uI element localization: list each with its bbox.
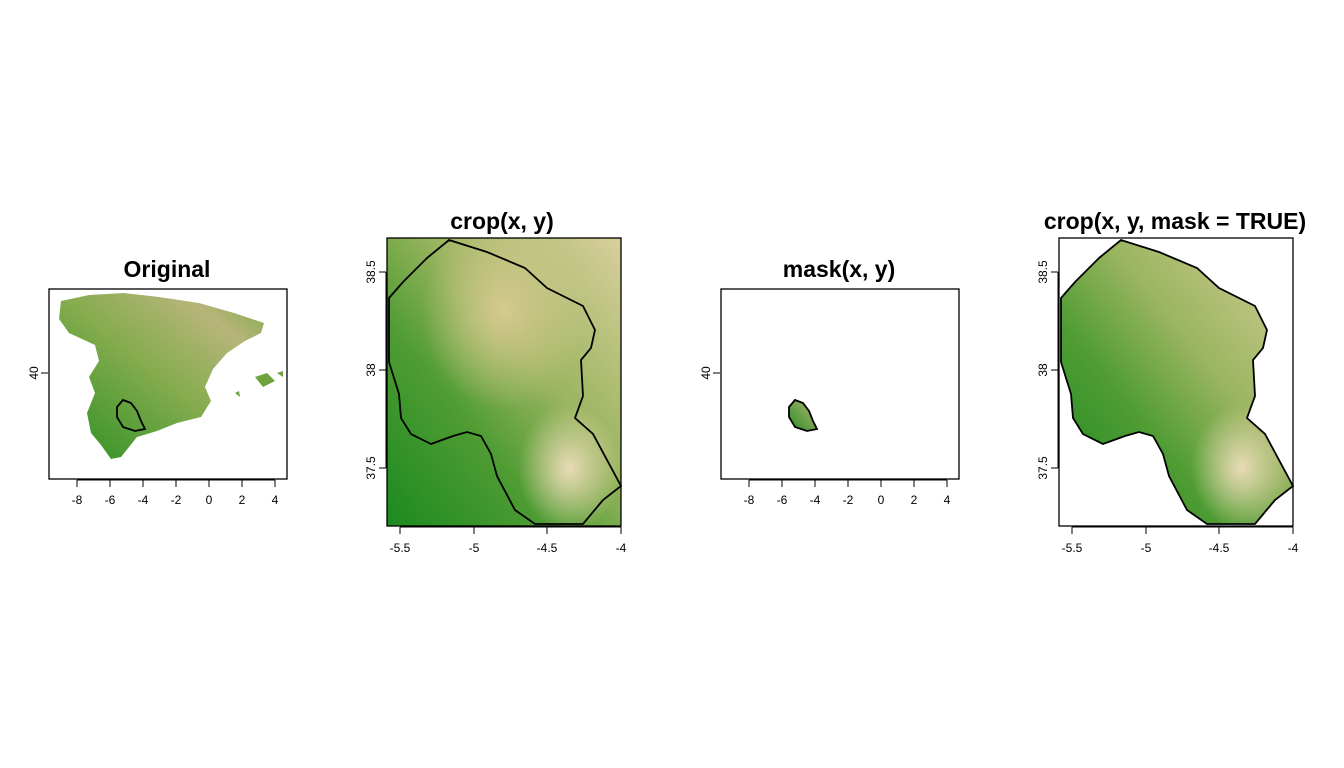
x-tick: 0	[877, 493, 885, 507]
map-crop	[386, 237, 623, 527]
x-tick: -2	[170, 493, 182, 507]
y-tick: 38	[1036, 363, 1050, 377]
cordoba-outline	[116, 398, 147, 432]
x-tick: 4	[271, 493, 279, 507]
island-minorca	[277, 371, 283, 377]
x-tick: -2	[842, 493, 854, 507]
x-tick: -4	[615, 541, 627, 555]
panel-title-original: Original	[123, 256, 211, 282]
x-tick: -4.5	[1208, 541, 1230, 555]
x-tick: -6	[776, 493, 788, 507]
panel-title-crop-mask: crop(x, y, mask = TRUE)	[1043, 208, 1307, 234]
cordoba-outline	[1060, 238, 1295, 525]
cordoba-masked	[788, 398, 819, 432]
y-tick: 37.5	[1036, 456, 1050, 480]
x-tick: -4	[1287, 541, 1299, 555]
x-tick: -5	[468, 541, 480, 555]
x-tick: -4.5	[536, 541, 558, 555]
cordoba-masked-highlight	[1061, 240, 1293, 524]
spain-landmass	[59, 293, 264, 459]
panel-title-crop: crop(x, y)	[450, 208, 554, 234]
plot-frame	[720, 288, 960, 480]
plot-frame	[1058, 237, 1294, 527]
island-ibiza	[235, 391, 240, 397]
panel-title-mask: mask(x, y)	[782, 256, 896, 282]
plot-frame	[386, 237, 622, 527]
x-tick: 0	[205, 493, 213, 507]
map-mask	[720, 288, 960, 480]
x-tick: 2	[910, 493, 918, 507]
x-tick: -5	[1140, 541, 1152, 555]
map-original	[48, 288, 288, 480]
map-crop-mask	[1058, 237, 1295, 527]
y-tick: 38.5	[1036, 260, 1050, 284]
x-tick: 2	[238, 493, 246, 507]
cordoba-outline	[388, 238, 623, 525]
x-tick: -4	[809, 493, 821, 507]
island-majorca	[255, 373, 275, 387]
x-tick: -5.5	[1061, 541, 1083, 555]
x-tick: -8	[743, 493, 755, 507]
x-tick: -5.5	[389, 541, 411, 555]
x-tick: -8	[71, 493, 83, 507]
plot-frame	[48, 288, 288, 480]
x-tick: 4	[943, 493, 951, 507]
x-tick: -6	[104, 493, 116, 507]
x-tick: -4	[137, 493, 149, 507]
